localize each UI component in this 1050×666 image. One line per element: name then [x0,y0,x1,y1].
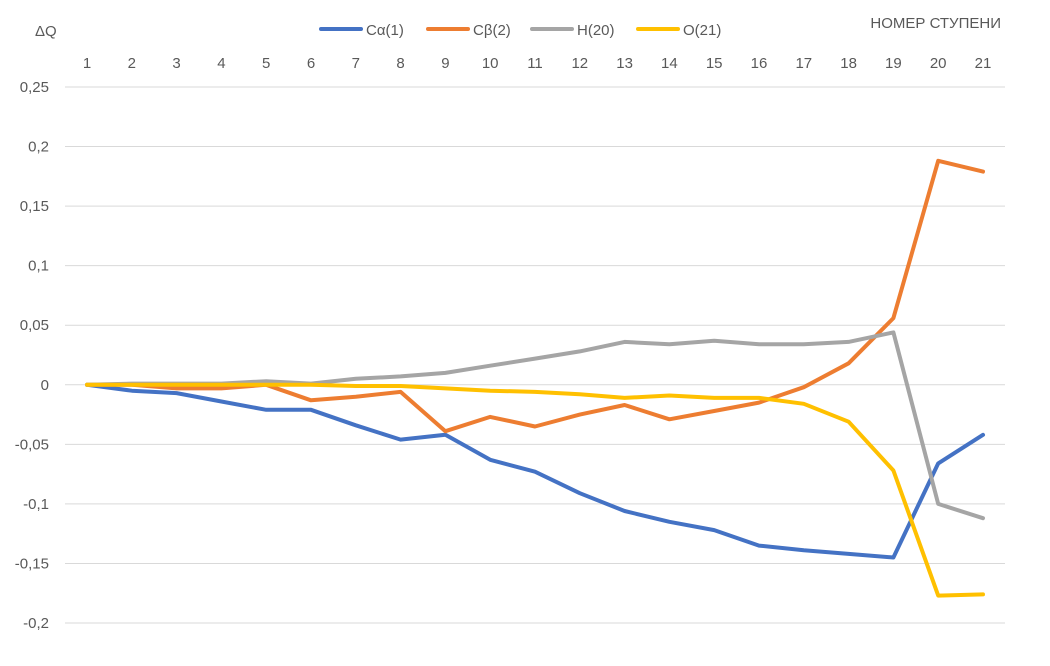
x-tick-label: 10 [482,55,499,72]
y-tick-label: 0,2 [28,139,49,156]
y-tick-label: 0,25 [20,79,49,96]
series-line-1 [85,382,985,560]
y-tick-label: -0,15 [15,555,49,572]
y-tick-label: 0,05 [20,317,49,334]
x-tick-label: 14 [661,55,678,72]
series-lines [85,158,985,598]
y-tick-label: -0,05 [15,436,49,453]
x-tick-label: 16 [751,55,768,72]
x-tick-label: 8 [396,55,404,72]
x-tick-label: 2 [128,55,136,72]
x-tick-label: 4 [217,55,225,72]
x-tick-label: 11 [527,55,543,72]
x-tick-label: 5 [262,55,270,72]
legend-label: H(20) [577,22,615,39]
series-line-4 [85,382,985,598]
x-tick-label: 9 [441,55,449,72]
grid-lines [65,86,1005,624]
y-axis-tick-labels: 0,25 0,2 0,15 0,1 0,05 0 -0,05 -0,1 -0,15 -0,2 [15,79,49,632]
legend-label: O(21) [683,22,721,39]
x-tick-label: 1 [83,55,91,72]
legend-label: Cα(1) [366,22,404,39]
y-tick-label: -0,1 [23,496,49,513]
x-tick-label: 6 [307,55,315,72]
y-tick-label: 0,15 [20,198,49,215]
legend: Cα(1) Cβ(2) H(20) O(21) [319,22,721,39]
y-axis-label: ΔQ [35,23,57,40]
x-tick-label: 7 [352,55,360,72]
x-tick-label: 12 [571,55,588,72]
x-tick-label: 13 [616,55,633,72]
x-axis-label: НОМЕР СТУПЕНИ [870,15,1001,32]
x-tick-label: 19 [885,55,902,72]
y-tick-label: 0 [41,377,49,394]
x-tick-label: 15 [706,55,723,72]
x-axis-tick-labels: 1 2 3 4 5 6 7 8 9 10 11 12 13 14 15 16 17 18 19 20 21 [83,55,992,72]
legend-label: Cβ(2) [473,22,511,39]
x-tick-label: 18 [840,55,857,72]
series-line-2 [85,158,985,434]
x-tick-label: 20 [930,55,947,72]
y-tick-label: -0,2 [23,615,49,632]
y-tick-label: 0,1 [28,258,49,275]
x-tick-label: 17 [795,55,812,72]
x-tick-label: 3 [172,55,180,72]
x-tick-label: 21 [975,55,992,72]
